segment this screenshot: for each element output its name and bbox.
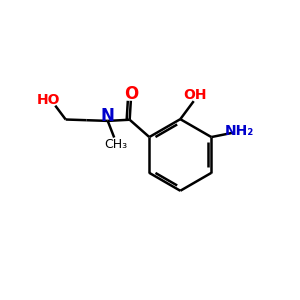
Text: NH₂: NH₂: [225, 124, 254, 138]
Text: HO: HO: [37, 93, 61, 107]
Text: CH₃: CH₃: [104, 138, 127, 151]
Text: N: N: [101, 107, 115, 125]
Text: O: O: [124, 85, 138, 103]
Text: OH: OH: [183, 88, 207, 102]
